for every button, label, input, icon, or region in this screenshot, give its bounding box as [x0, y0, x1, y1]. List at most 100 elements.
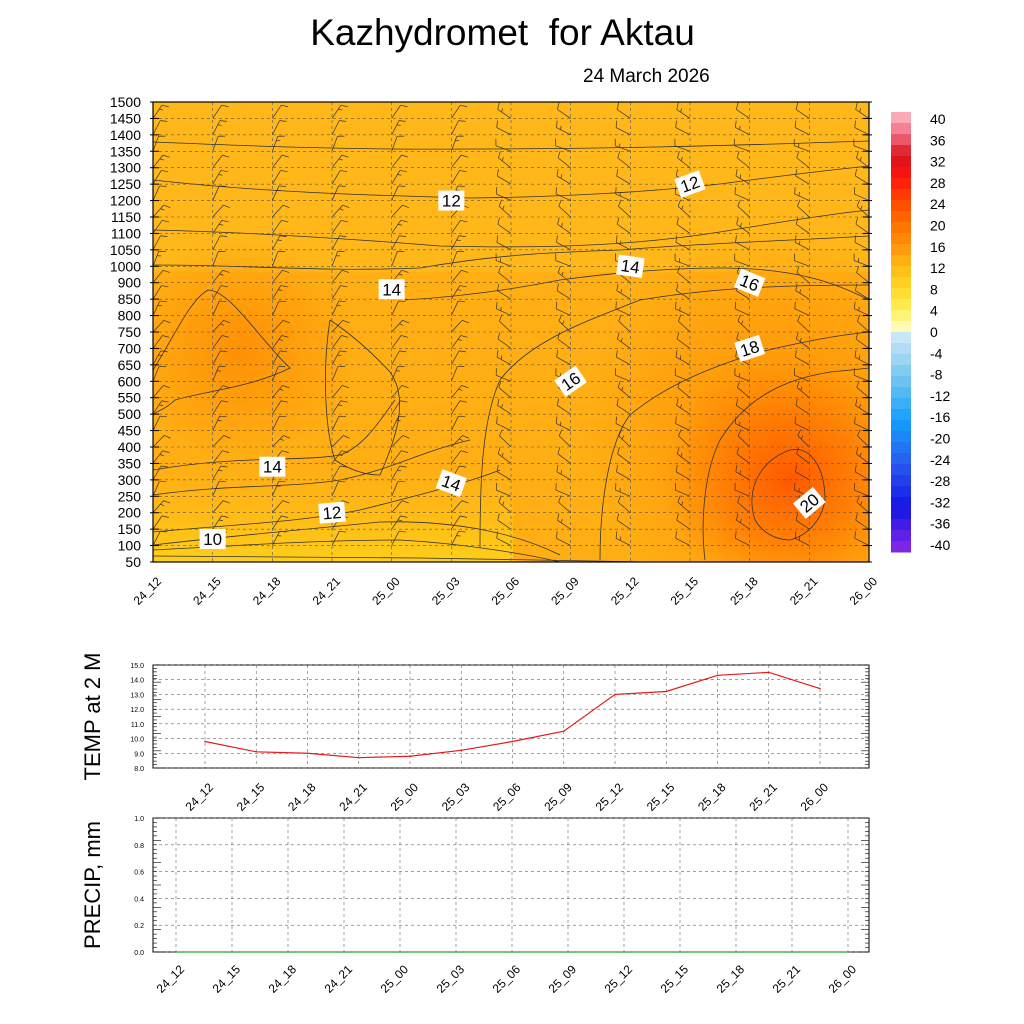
wind-barb: [855, 513, 869, 530]
level-tick-label: 300: [118, 472, 142, 488]
wind-barb: [391, 335, 408, 349]
wind-barb: [451, 135, 464, 152]
series-point: [614, 693, 616, 696]
wind-barb: [736, 217, 750, 234]
wind-barb: [616, 464, 631, 481]
colorbar-swatch: [891, 398, 911, 410]
wind-barb: [391, 450, 409, 464]
series-point: [562, 730, 565, 733]
wind-barb: [737, 429, 750, 448]
wind-barb: [675, 301, 691, 316]
wind-barb: [212, 415, 227, 431]
wind-barb: [855, 398, 869, 415]
contour-label: 18: [734, 334, 766, 362]
colorbar-label: -4: [930, 345, 943, 361]
wind-barb: [854, 350, 869, 366]
series-point: [511, 740, 514, 743]
wind-barb: [391, 250, 405, 267]
wind-barb: [495, 368, 512, 382]
colorbar-swatch: [891, 475, 911, 487]
series-point: [716, 674, 719, 677]
wind-barb: [153, 250, 166, 267]
wind-barb: [495, 138, 512, 152]
time-tick-label: 24_15: [210, 962, 244, 996]
wind-barb: [451, 154, 468, 168]
wind-barb: [735, 531, 750, 546]
colorbar-swatch: [891, 178, 911, 190]
wind-barb: [856, 199, 869, 218]
wind-barb: [212, 366, 226, 382]
wind-barb: [497, 398, 512, 415]
level-tick-label: 1500: [110, 94, 141, 110]
colorbar-swatch: [891, 310, 911, 322]
wind-barb: [496, 120, 512, 136]
series-point: [455, 951, 457, 953]
wind-barb: [153, 154, 170, 168]
level-tick-label: 1250: [110, 176, 141, 192]
time-tick-label: 24_12: [131, 574, 165, 608]
wind-barb: [451, 319, 469, 333]
wind-barb: [451, 350, 467, 366]
wind-barb: [795, 217, 810, 234]
time-tick-label: 25_12: [608, 574, 642, 608]
wind-barb: [153, 300, 167, 316]
colorbar-swatch: [891, 365, 911, 377]
wind-barb: [498, 495, 512, 513]
wind-barb: [615, 368, 631, 382]
time-tick-label: 25_03: [439, 780, 473, 814]
wind-barb: [272, 481, 286, 497]
wind-barb: [496, 235, 512, 251]
wind-barb: [794, 301, 810, 316]
wind-barb: [794, 368, 810, 382]
wind-barb: [272, 400, 288, 415]
wind-barb: [675, 531, 691, 546]
wind-barb: [556, 168, 571, 185]
wind-barb: [391, 465, 407, 481]
wind-barb: [616, 398, 631, 415]
wind-barb: [212, 204, 231, 218]
contour-line: [153, 209, 869, 248]
wind-barb: [272, 120, 287, 136]
time-tick-label: 25_03: [429, 574, 463, 608]
level-tick-label: 200: [118, 505, 142, 521]
wind-barb: [153, 450, 170, 464]
contour-line: [153, 165, 869, 199]
level-tick-label: 550: [118, 390, 142, 406]
wind-barb: [676, 283, 691, 300]
wind-barb: [856, 314, 869, 333]
colorbar-label: 36: [930, 132, 946, 148]
colorbar-swatch: [891, 167, 911, 179]
contour-label-text: 12: [442, 192, 461, 211]
colorbar-label: 0: [930, 324, 938, 340]
wind-barb: [391, 481, 405, 497]
wind-barb: [212, 435, 231, 448]
wind-barb: [331, 319, 350, 333]
wind-barb: [737, 495, 750, 513]
wind-barb: [677, 314, 691, 333]
level-tick-label: 900: [118, 275, 142, 291]
wind-barb: [331, 219, 349, 234]
series-point: [255, 751, 258, 753]
wind-barb: [794, 235, 810, 251]
wind-barb: [451, 400, 467, 415]
wind-barb: [558, 495, 571, 513]
colorbar-label: 16: [930, 239, 946, 255]
contour-label-text: 14: [263, 458, 282, 477]
wind-barb: [451, 285, 467, 300]
wind-barb: [451, 335, 468, 349]
wind-barb: [795, 102, 810, 119]
level-tick-label: 100: [118, 538, 142, 554]
contour-line: [325, 319, 401, 476]
series-point: [511, 951, 513, 953]
wind-barb: [617, 332, 631, 349]
wind-barb: [674, 138, 691, 152]
wind-barb: [677, 380, 691, 398]
value-tick-label: 10.0: [130, 737, 144, 744]
value-tick-label: 14.0: [130, 678, 144, 685]
wind-barb: [735, 168, 750, 185]
wind-barb: [391, 154, 409, 168]
time-tick-label: 26_00: [847, 574, 881, 608]
wind-barb: [556, 283, 571, 300]
level-tick-label: 150: [118, 521, 142, 537]
wind-barb: [555, 301, 571, 316]
